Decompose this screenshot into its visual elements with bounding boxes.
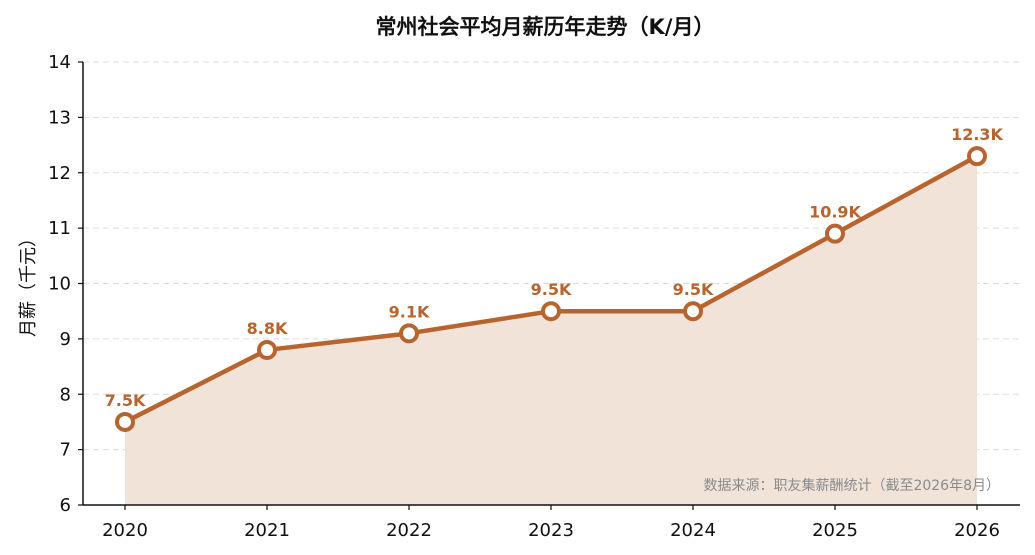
data-point xyxy=(399,323,419,344)
y-tick-label: 7 xyxy=(60,440,71,461)
x-tick-label: 2024 xyxy=(670,520,716,541)
y-tick-label: 11 xyxy=(48,218,71,239)
data-label: 8.8K xyxy=(247,319,288,338)
x-tick-label: 2026 xyxy=(954,520,1000,541)
y-tick-label: 12 xyxy=(48,163,71,184)
data-point xyxy=(115,411,135,432)
chart-title: 常州社会平均月薪历年走势（K/月） xyxy=(376,15,715,39)
source-note: 数据来源：职友集薪酬统计（截至2026年8月） xyxy=(703,477,1000,494)
y-tick-label: 13 xyxy=(48,107,71,128)
x-tick-label: 2023 xyxy=(528,520,574,541)
data-label: 10.9K xyxy=(809,203,861,222)
data-label: 7.5K xyxy=(105,391,146,410)
data-point xyxy=(683,301,703,322)
data-label: 12.3K xyxy=(951,125,1003,144)
y-tick-label: 8 xyxy=(60,384,71,405)
y-tick-label: 9 xyxy=(60,329,71,350)
data-label: 9.5K xyxy=(673,280,714,299)
x-tick-label: 2025 xyxy=(812,520,858,541)
data-point xyxy=(825,223,845,244)
data-label: 9.1K xyxy=(389,302,430,321)
x-tick-label: 2022 xyxy=(386,520,432,541)
data-point xyxy=(541,301,561,322)
series-area xyxy=(125,156,977,505)
x-tick-label: 2020 xyxy=(102,520,148,541)
y-tick-label: 10 xyxy=(48,274,71,295)
y-tick-label: 14 xyxy=(48,52,71,73)
data-label: 9.5K xyxy=(531,280,572,299)
data-point xyxy=(967,146,987,167)
y-tick-label: 6 xyxy=(60,495,71,516)
data-point xyxy=(257,339,277,360)
y-axis-label: 月薪（千元） xyxy=(18,229,39,337)
x-tick-label: 2021 xyxy=(244,520,290,541)
